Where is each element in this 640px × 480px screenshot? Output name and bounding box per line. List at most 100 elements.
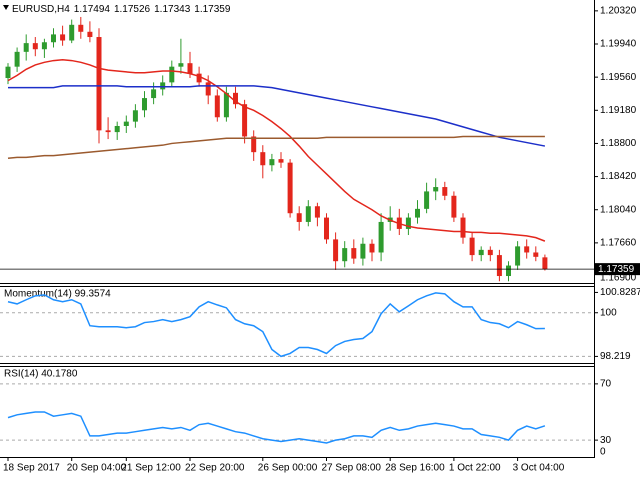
symbol: EURUSD,H4 xyxy=(12,4,70,15)
candle-body xyxy=(415,208,420,218)
candle-body xyxy=(32,43,38,50)
header-close: 1.17359 xyxy=(194,4,231,15)
candle-body xyxy=(5,66,11,79)
y-tick-label: 98.219 xyxy=(600,351,631,362)
candle-body xyxy=(405,217,411,229)
candle-body xyxy=(60,34,66,41)
candle-body xyxy=(515,246,521,266)
candle-body xyxy=(269,159,275,166)
x-tick-label: 22 Sep 20:00 xyxy=(185,463,245,474)
candle-body xyxy=(251,136,257,153)
candle-body xyxy=(369,243,375,253)
candle-body xyxy=(460,217,466,238)
candle-body xyxy=(178,63,184,67)
y-tick-label: 70 xyxy=(600,379,612,390)
candle-body xyxy=(105,130,111,133)
x-tick-label: 3 Oct 04:00 xyxy=(513,463,565,474)
x-tick-label: 27 Sep 08:00 xyxy=(322,463,382,474)
candle-body xyxy=(169,66,175,83)
x-tick-label: 26 Sep 00:00 xyxy=(258,463,318,474)
y-tick-label: 100 xyxy=(600,307,617,318)
x-tick-label: 20 Sep 04:00 xyxy=(67,463,127,474)
candle-body xyxy=(424,191,430,209)
candle-body xyxy=(142,98,147,111)
candle-body xyxy=(305,206,311,222)
price-label: 1.17359 xyxy=(598,264,635,275)
candle-body xyxy=(223,92,229,118)
indicator-line xyxy=(7,135,545,160)
candle-body xyxy=(214,95,220,118)
candle-body xyxy=(378,221,384,253)
candle-body xyxy=(469,237,475,256)
candle-body xyxy=(487,249,493,256)
chart-header: EURUSD,H4 1.17494 1.17526 1.17343 1.17359 xyxy=(12,4,231,15)
y-tick-label: 1.19560 xyxy=(600,72,637,83)
pane-title: RSI(14) 40.1780 xyxy=(4,369,78,380)
y-tick-label: 1.20320 xyxy=(600,5,637,16)
candle-body xyxy=(96,37,102,131)
candle-body xyxy=(296,213,302,222)
candle-body xyxy=(14,51,20,67)
candle-body xyxy=(496,255,502,277)
candle-body xyxy=(333,239,339,262)
y-tick-label: 1.18040 xyxy=(600,204,637,215)
candle-body xyxy=(114,125,120,133)
candle-body xyxy=(87,31,93,38)
candle-body xyxy=(524,246,530,253)
candle-body xyxy=(78,24,84,32)
candle-body xyxy=(351,248,357,259)
y-tick-label: 1.17660 xyxy=(600,238,637,249)
price-box xyxy=(595,263,640,276)
candle-body xyxy=(278,159,284,163)
candle-body xyxy=(205,82,211,96)
candle-body xyxy=(242,104,248,137)
menu-icon[interactable] xyxy=(3,5,9,10)
candle-body xyxy=(451,195,457,218)
candle-body xyxy=(260,152,266,166)
candle-body xyxy=(151,89,157,99)
header-open: 1.17494 xyxy=(74,4,111,15)
candle-body xyxy=(433,187,439,192)
candle-body xyxy=(132,110,138,122)
y-axis-min-label: 1.16900 xyxy=(600,273,637,284)
indicator-line xyxy=(7,411,546,444)
candle-body xyxy=(69,24,75,41)
y-tick-label: 1.18800 xyxy=(600,138,637,149)
x-tick-label: 21 Sep 12:00 xyxy=(121,463,181,474)
x-tick-label: 28 Sep 16:00 xyxy=(385,463,445,474)
candle-body xyxy=(23,43,29,52)
x-tick-label: 1 Oct 22:00 xyxy=(449,463,501,474)
indicator-line xyxy=(8,85,546,147)
header-high: 1.17526 xyxy=(114,4,151,15)
y-tick-label: 1.19940 xyxy=(600,39,637,50)
candle-body xyxy=(533,252,539,257)
candle-body xyxy=(360,243,366,259)
candle-body xyxy=(506,265,511,277)
candle-body xyxy=(160,82,166,90)
candle-body xyxy=(342,248,348,262)
indicator-line xyxy=(7,292,545,358)
y-tick-label: 1.19180 xyxy=(600,105,637,116)
candle-body xyxy=(187,63,193,74)
candle-body xyxy=(51,34,56,43)
candle-body xyxy=(287,162,293,214)
candle-body xyxy=(314,206,320,218)
candle-body xyxy=(233,92,238,105)
x-tick-label: 18 Sep 2017 xyxy=(3,463,60,474)
candle-body xyxy=(41,42,47,50)
candle-body xyxy=(478,249,484,256)
indicator-line xyxy=(7,58,546,242)
y-axis-min-label: 0 xyxy=(600,447,606,458)
candle-body xyxy=(123,121,129,126)
candle-body xyxy=(196,73,202,83)
candle-body xyxy=(442,187,448,196)
candle-body xyxy=(324,217,329,240)
y-tick-label: 30 xyxy=(600,435,612,446)
y-tick-label: 1.18420 xyxy=(600,171,637,182)
header-low: 1.17343 xyxy=(154,4,191,15)
pane-title: Momentum(14) 99.3574 xyxy=(4,289,111,300)
y-tick-label: 100.8287 xyxy=(600,287,640,298)
candle-body xyxy=(542,257,548,270)
